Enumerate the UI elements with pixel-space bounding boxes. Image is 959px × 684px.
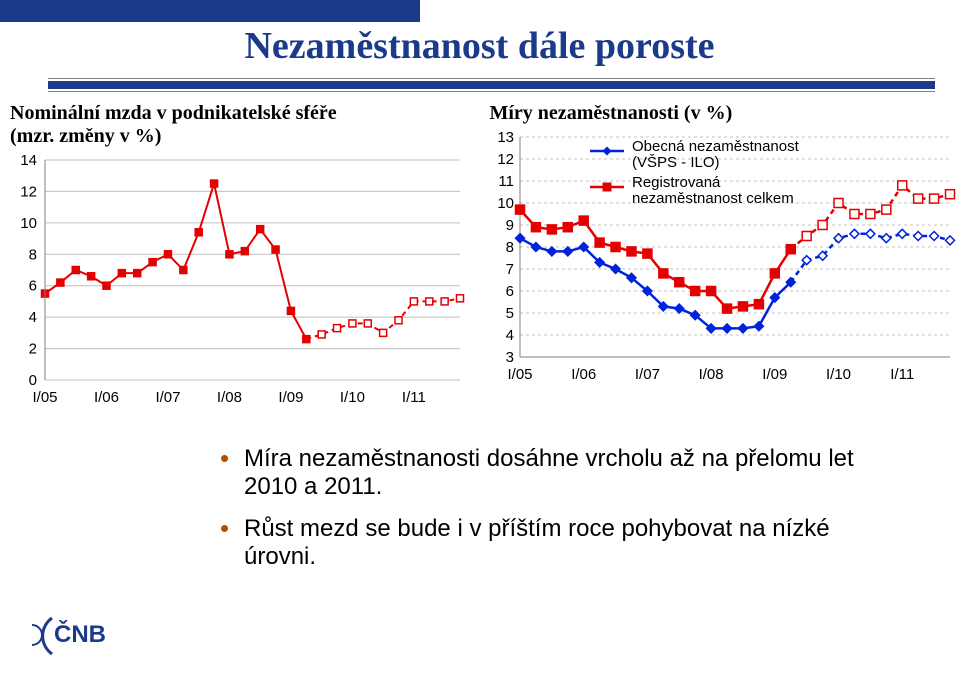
svg-text:2: 2: [29, 341, 37, 358]
svg-text:12: 12: [497, 151, 514, 168]
svg-text:I/05: I/05: [32, 389, 57, 406]
svg-text:Registrovaná: Registrovaná: [632, 174, 721, 191]
page-title: Nezaměstnanost dále poroste: [0, 24, 959, 68]
svg-text:I/11: I/11: [890, 366, 914, 383]
svg-text:11: 11: [498, 173, 514, 190]
charts-row: Nominální mzda v podnikatelské sféře (mz…: [0, 102, 959, 415]
left-chart-title-line1: Nominální mzda v podnikatelské sféře: [10, 102, 337, 124]
svg-text:4: 4: [505, 327, 513, 344]
svg-text:I/11: I/11: [402, 389, 426, 406]
svg-text:I/10: I/10: [826, 366, 851, 383]
svg-text:I/08: I/08: [217, 389, 242, 406]
svg-text:4: 4: [29, 309, 37, 326]
svg-text:6: 6: [29, 278, 37, 295]
svg-text:I/07: I/07: [634, 366, 659, 383]
header-accent-bar: [0, 0, 420, 22]
bullet-item: Růst mezd se bude i v příštím roce pohyb…: [220, 515, 899, 571]
right-chart-svg: 3 4 5 6 7 8 9 10 11 12 13 I/05 I/06 I/07 I/08 I/09 I/10 I…: [480, 127, 959, 387]
svg-text:9: 9: [505, 217, 513, 234]
logo-arc-icon: [43, 618, 52, 654]
svg-text:12: 12: [20, 183, 37, 200]
bullet-item: Míra nezaměstnanosti dosáhne vrcholu až …: [220, 445, 899, 501]
svg-text:I/06: I/06: [94, 389, 119, 406]
svg-text:I/10: I/10: [340, 389, 365, 406]
svg-text:10: 10: [20, 215, 37, 232]
left-chart-title: Nominální mzda v podnikatelské sféře (mz…: [10, 102, 480, 148]
svg-text:I/08: I/08: [698, 366, 723, 383]
cnb-logo: ČNB: [24, 610, 114, 660]
svg-text:nezaměstnanost celkem: nezaměstnanost celkem: [632, 190, 794, 207]
svg-text:I/07: I/07: [155, 389, 180, 406]
svg-text:8: 8: [29, 246, 37, 263]
svg-text:3: 3: [505, 349, 513, 366]
svg-text:5: 5: [505, 305, 513, 322]
svg-text:6: 6: [505, 283, 513, 300]
divider: [48, 78, 935, 92]
logo-arc-icon: [32, 625, 42, 645]
right-chart-title: Míry nezaměstnanosti (v %): [490, 102, 959, 125]
svg-text:7: 7: [505, 261, 513, 278]
svg-text:I/06: I/06: [571, 366, 596, 383]
svg-text:Obecná nezaměstnanost: Obecná nezaměstnanost: [632, 138, 800, 155]
svg-text:I/09: I/09: [278, 389, 303, 406]
svg-text:0: 0: [29, 372, 37, 389]
left-chart-title-line2: (mzr. změny v %): [10, 125, 161, 147]
svg-text:I/05: I/05: [507, 366, 532, 383]
svg-text:8: 8: [505, 239, 513, 256]
svg-text:I/09: I/09: [762, 366, 787, 383]
svg-text:10: 10: [497, 195, 514, 212]
right-chart: Míry nezaměstnanosti (v %) 3 4 5 6 7 8 9 10 11 12…: [480, 102, 959, 415]
left-chart-svg: 0 2 4 6 8 10 12 14 I/05 I/06 I/07 I/08 I/09 I/10 I/11: [0, 150, 470, 410]
bullet-list: Míra nezaměstnanosti dosáhne vrcholu až …: [180, 445, 899, 571]
svg-text:(VŠPS - ILO): (VŠPS - ILO): [632, 154, 720, 171]
logo-text: ČNB: [54, 620, 106, 648]
left-chart: Nominální mzda v podnikatelské sféře (mz…: [0, 102, 480, 415]
svg-text:13: 13: [497, 129, 514, 146]
svg-text:14: 14: [20, 152, 37, 169]
